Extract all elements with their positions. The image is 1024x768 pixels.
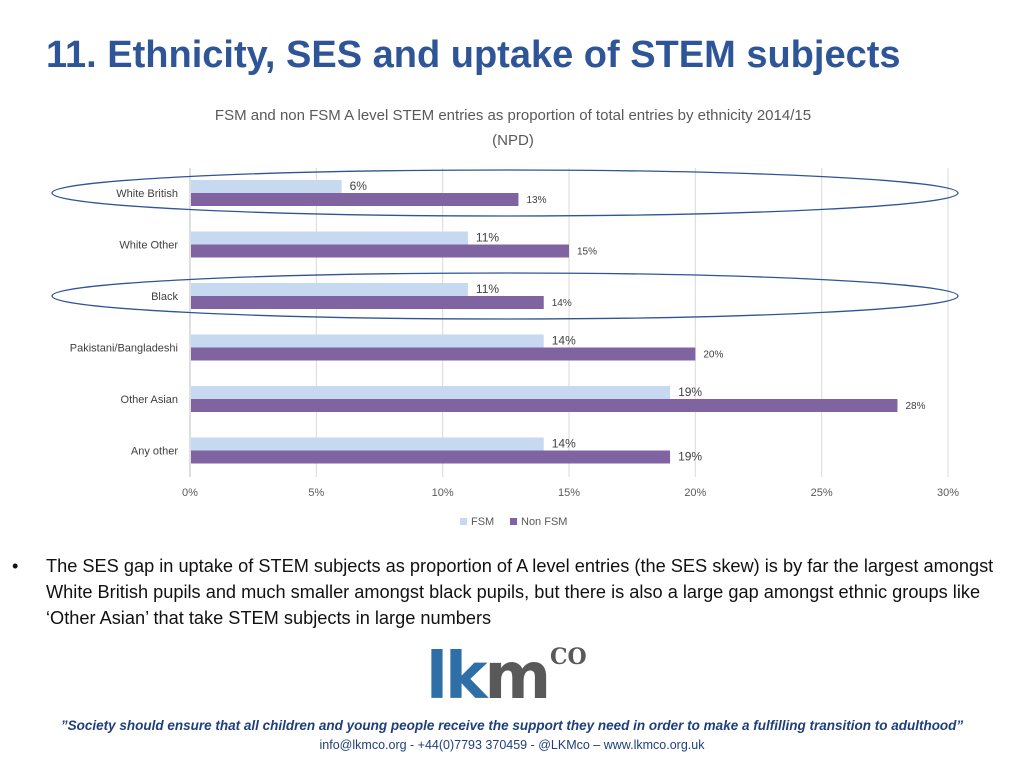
category-label: White British: [116, 188, 178, 200]
category-label: Black: [151, 291, 178, 303]
lkmco-logo: lkm CO: [426, 642, 596, 712]
legend-swatch: [510, 518, 517, 525]
fsm-value-label: 14%: [552, 437, 576, 451]
highlight-ellipse: [51, 272, 959, 320]
chart-labels: 0% 5% 10% 15% 20% 25% 30% White British 6% 13% Whi…: [70, 179, 959, 499]
non-fsm-bar: [191, 347, 696, 361]
stem-entries-bar-chart: FSM and non FSM A level STEM entries as …: [51, 107, 959, 528]
fsm-bar: [191, 334, 544, 348]
category-label: White Other: [119, 240, 178, 252]
fsm-bar: [191, 231, 468, 245]
non-fsm-bar: [191, 296, 544, 309]
chart-subtitle: (NPD): [492, 132, 534, 149]
non-fsm-bar: [191, 244, 569, 258]
non-fsm-value-label: 13%: [526, 195, 546, 206]
x-tick-label: 15%: [558, 487, 580, 499]
chart-gridlines: [189, 168, 949, 477]
legend-label: Non FSM: [521, 516, 567, 528]
highlight-ellipses: [51, 169, 959, 320]
logo-superscript: CO: [550, 644, 587, 670]
fsm-value-label: 19%: [678, 385, 702, 399]
x-tick-label: 25%: [811, 487, 833, 499]
x-tick-label: 30%: [937, 487, 959, 499]
chart-legend: FSM Non FSM: [460, 516, 567, 528]
footer-quote: ”Society should ensure that all children…: [60, 718, 964, 733]
fsm-bar: [191, 386, 671, 399]
non-fsm-value-label: 28%: [905, 401, 925, 412]
non-fsm-value-label: 19%: [678, 450, 702, 464]
bullet-text: The SES gap in uptake of STEM subjects a…: [46, 556, 994, 628]
non-fsm-bar: [191, 399, 898, 412]
non-fsm-bar: [191, 450, 671, 464]
x-tick-label: 10%: [432, 487, 454, 499]
fsm-bar: [191, 180, 342, 193]
fsm-value-label: 6%: [350, 179, 368, 193]
fsm-bar: [191, 437, 544, 451]
chart-title: FSM and non FSM A level STEM entries as …: [215, 107, 811, 124]
logo-text-m: m: [484, 640, 552, 714]
slide-title: 11. Ethnicity, SES and uptake of STEM su…: [46, 34, 901, 76]
category-label: Any other: [131, 446, 178, 458]
highlight-ellipse: [51, 169, 959, 217]
non-fsm-value-label: 20%: [703, 350, 723, 361]
fsm-value-label: 14%: [552, 334, 576, 348]
fsm-value-label: 11%: [476, 231, 499, 245]
logo-text-lk: lk: [426, 640, 487, 714]
legend-swatch: [460, 518, 467, 525]
legend-label: FSM: [471, 516, 494, 528]
non-fsm-value-label: 14%: [552, 298, 572, 309]
fsm-value-label: 11%: [476, 282, 499, 296]
non-fsm-value-label: 15%: [577, 247, 597, 258]
non-fsm-bar: [191, 193, 519, 206]
x-tick-label: 20%: [684, 487, 706, 499]
category-label: Pakistani/Bangladeshi: [70, 343, 178, 355]
fsm-bar: [191, 283, 468, 296]
bullet-symbol: •: [12, 556, 19, 576]
category-label: Other Asian: [121, 394, 178, 406]
x-tick-label: 0%: [182, 487, 198, 499]
chart-bars: [191, 180, 898, 464]
bullet-point: • The SES gap in uptake of STEM subjects…: [12, 553, 1017, 631]
footer-contact: info@lkmco.org - +44(0)7793 370459 - @LK…: [319, 738, 705, 752]
x-tick-label: 5%: [308, 487, 324, 499]
